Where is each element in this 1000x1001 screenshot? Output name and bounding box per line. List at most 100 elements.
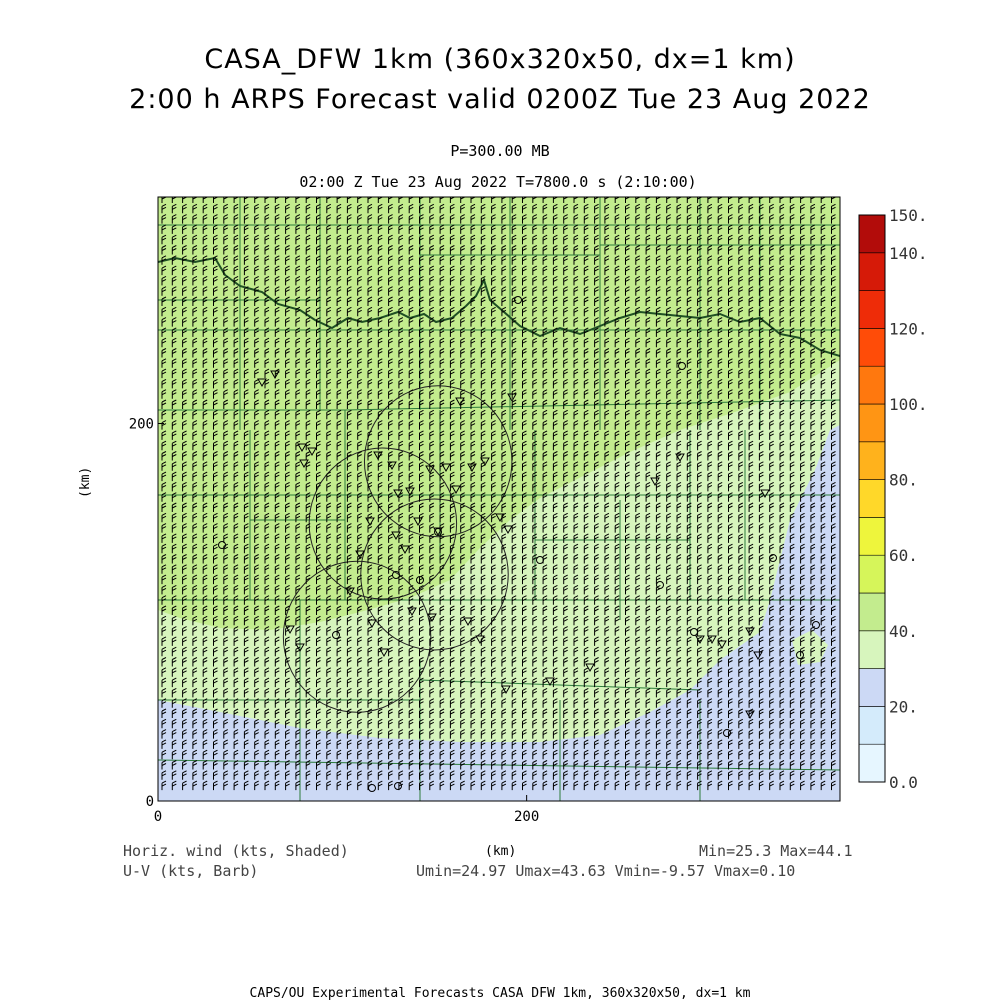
wind-barb <box>388 234 393 245</box>
wind-barb <box>697 481 702 492</box>
wind-barb <box>542 275 548 286</box>
wind-barb <box>717 378 723 389</box>
wind-barb <box>604 234 610 245</box>
wind-barb <box>470 245 476 255</box>
wind-barb <box>449 389 455 399</box>
wind-barb <box>542 378 548 389</box>
wind-barb <box>388 275 393 286</box>
wind-barb <box>305 286 311 296</box>
wind-barb <box>666 378 671 389</box>
wind-barb <box>532 409 538 420</box>
wind-barb <box>295 378 301 389</box>
wind-barb <box>254 224 259 234</box>
wind-barb <box>707 409 713 420</box>
wind-barb <box>614 440 620 451</box>
wind-barb <box>202 245 208 255</box>
wind-barb <box>398 440 404 451</box>
wind-barb <box>254 286 259 296</box>
wind-barb <box>439 389 445 399</box>
wind-barb <box>192 337 198 348</box>
wind-barb <box>758 265 764 276</box>
wind-barb <box>264 358 270 368</box>
wind-barb <box>707 368 713 379</box>
wind-barb <box>728 214 733 224</box>
wind-barb <box>645 275 651 286</box>
wind-barb <box>779 214 785 224</box>
wind-barb <box>573 245 579 255</box>
wind-barb <box>470 358 476 368</box>
wind-barb <box>161 461 167 471</box>
wind-barb <box>346 306 352 317</box>
wind-barb <box>542 471 548 482</box>
wind-barb <box>213 348 218 358</box>
wind-barb <box>223 234 229 245</box>
wind-barb <box>511 348 517 358</box>
wind-barb <box>161 224 167 234</box>
wind-barb <box>594 245 599 255</box>
wind-barb <box>295 461 301 471</box>
wind-barb <box>501 317 507 327</box>
wind-barb <box>171 440 177 451</box>
wind-barb <box>254 389 259 399</box>
wind-barb <box>398 224 404 234</box>
wind-barb <box>274 337 280 348</box>
wind-barb <box>295 348 301 358</box>
wind-barb <box>377 296 383 306</box>
wind-barb <box>563 399 568 409</box>
wind-barb <box>789 337 795 348</box>
wind-barb <box>316 306 321 317</box>
wind-barb <box>182 234 187 245</box>
wind-barb <box>676 358 682 368</box>
wind-barb <box>635 317 641 327</box>
wind-barb <box>274 471 280 482</box>
wind-barb <box>820 409 826 420</box>
wind-barb <box>388 348 393 358</box>
wind-barb <box>254 471 259 482</box>
wind-barb <box>717 286 723 296</box>
wind-barb <box>676 440 682 451</box>
wind-barb <box>583 296 589 306</box>
wind-barb <box>707 214 713 224</box>
wind-barb <box>707 255 713 265</box>
wind-barb <box>192 358 198 368</box>
wind-barb <box>563 389 568 399</box>
wind-barb <box>336 399 342 409</box>
wind-barb <box>789 368 795 379</box>
wind-barb <box>243 430 249 440</box>
field-label: Horiz. wind (kts, Shaded) <box>123 842 349 860</box>
wind-barb <box>594 368 599 379</box>
wind-barb <box>614 255 620 265</box>
wind-barb <box>429 275 435 286</box>
wind-barb <box>738 275 744 286</box>
wind-barb <box>676 286 682 296</box>
wind-barb <box>779 492 785 502</box>
wind-barb <box>357 481 362 492</box>
wind-barb <box>336 420 342 430</box>
wind-barb <box>388 492 393 502</box>
wind-barb <box>686 420 692 430</box>
wind-barb <box>408 389 414 399</box>
wind-barb <box>738 399 744 409</box>
wind-barb <box>295 358 301 368</box>
wind-barb <box>449 348 455 358</box>
wind-barb <box>326 306 332 317</box>
wind-barb <box>645 461 651 471</box>
wind-barb <box>552 389 558 399</box>
wind-barb <box>789 245 795 255</box>
wind-barb <box>295 275 301 286</box>
wind-barb <box>233 224 239 234</box>
wind-barb <box>439 245 445 255</box>
wind-barb <box>655 286 661 296</box>
wind-barb <box>408 378 414 389</box>
wind-barb <box>800 224 805 234</box>
wind-barb <box>388 214 393 224</box>
wind-barb <box>223 461 229 471</box>
wind-barb <box>223 296 229 306</box>
wind-barb <box>676 337 682 348</box>
wind-barb <box>779 327 785 337</box>
wind-barb <box>470 430 476 440</box>
wind-barb <box>213 255 218 265</box>
wind-barb <box>625 368 630 379</box>
wind-barb <box>336 275 342 286</box>
wind-barb <box>336 481 342 492</box>
